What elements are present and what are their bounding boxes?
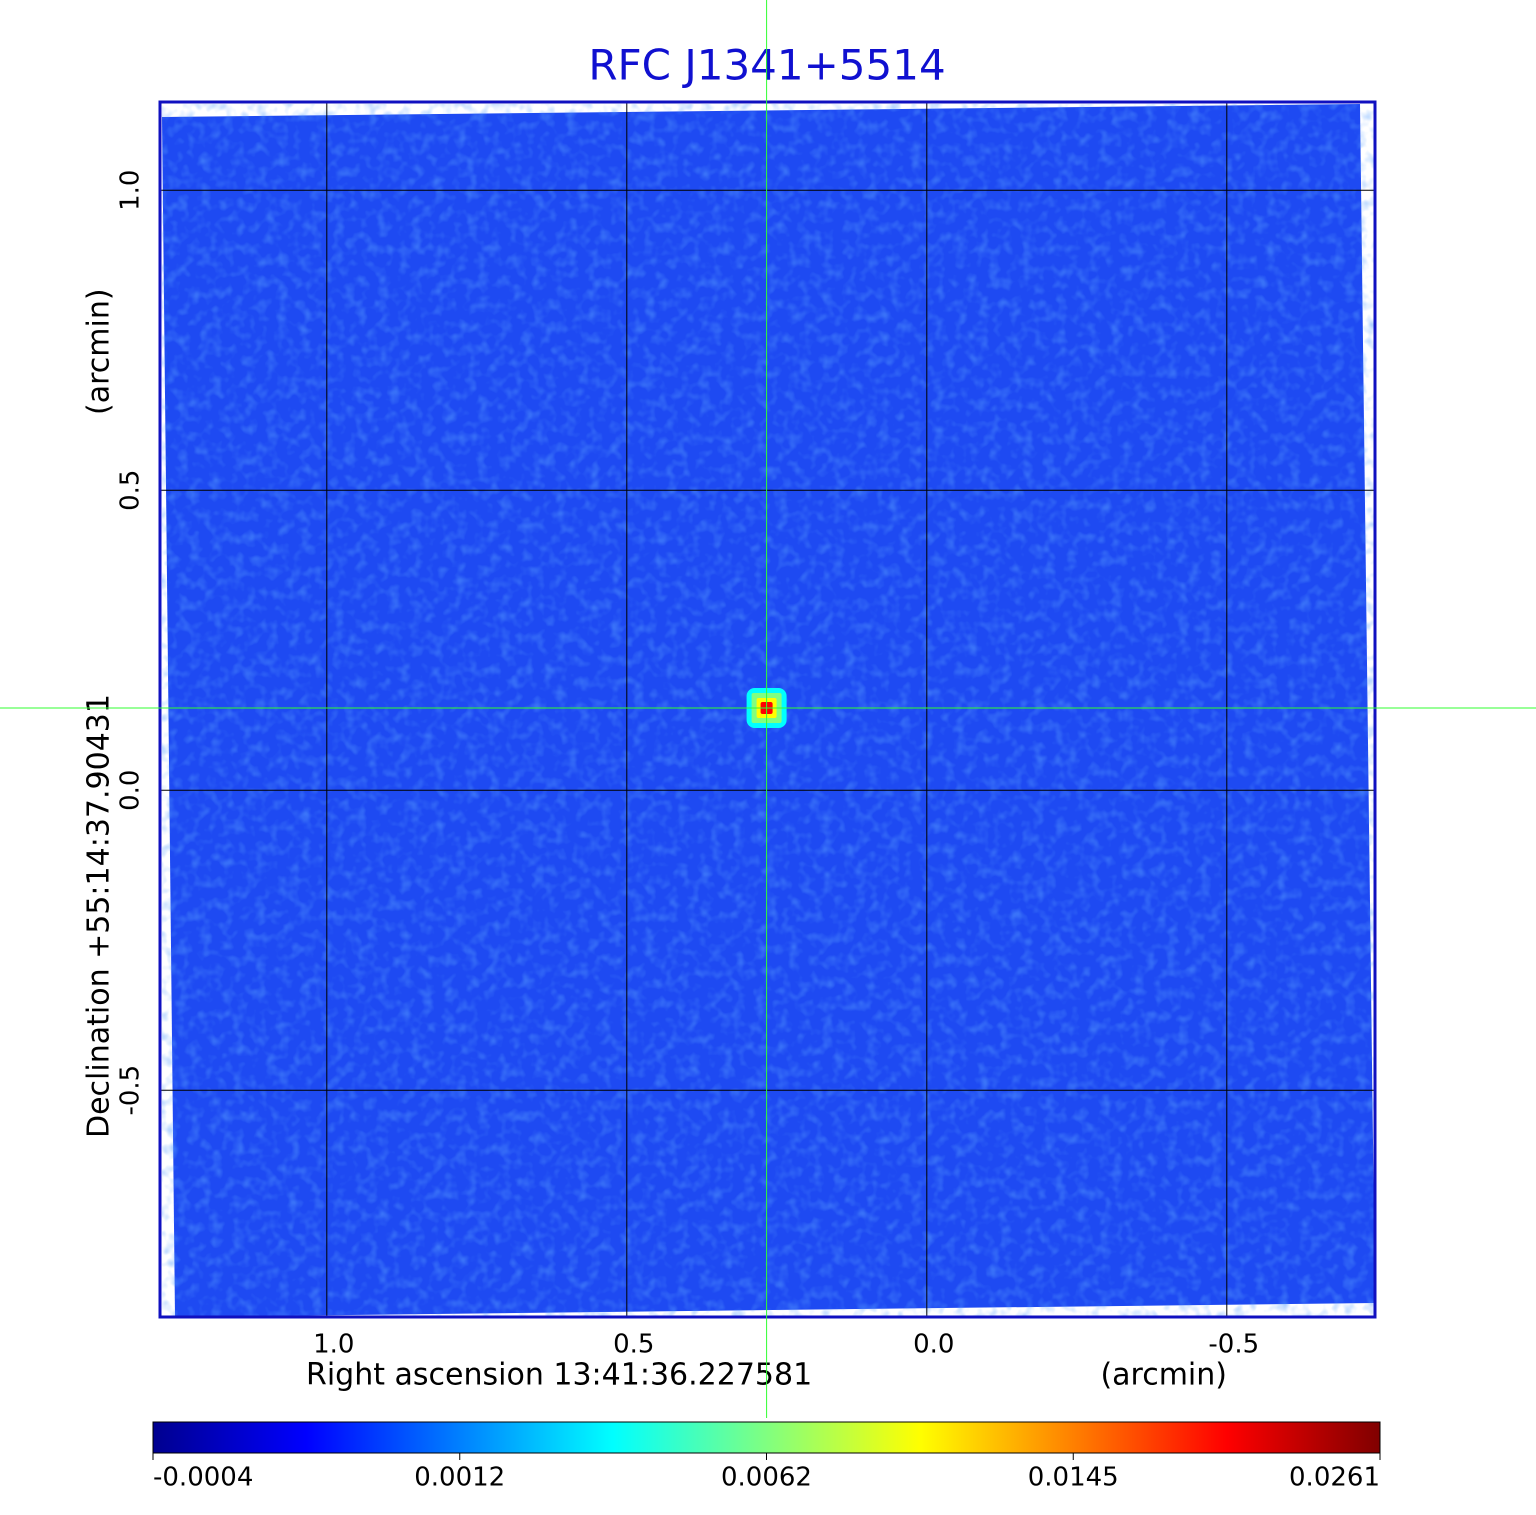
x-axis-label: Right ascension 13:41:36.227581 xyxy=(306,1358,812,1393)
y-axis-label: Declination +55:14:37.90431 xyxy=(82,694,117,1138)
y-tick-label: 0.0 xyxy=(116,770,146,811)
y-tick-label: -0.5 xyxy=(116,1065,146,1116)
frame xyxy=(158,100,1377,1319)
colorbar-tick-label: 0.0145 xyxy=(1028,1463,1119,1493)
colorbar-tick-label: 0.0062 xyxy=(721,1463,812,1493)
x-tick-label: 1.0 xyxy=(313,1330,354,1360)
y-tick-label: 1.0 xyxy=(116,170,146,211)
y-tick-label: 0.5 xyxy=(116,470,146,511)
x-axis-unit: (arcmin) xyxy=(1100,1358,1227,1393)
x-tick-label: 0.0 xyxy=(913,1330,954,1360)
y-axis-unit: (arcmin) xyxy=(82,288,117,415)
x-tick-label: -0.5 xyxy=(1208,1330,1259,1360)
x-tick-label: 0.5 xyxy=(613,1330,654,1360)
colorbar-tick-label: -0.0004 xyxy=(153,1463,253,1493)
colorbar xyxy=(152,1421,1381,1454)
colorbar-tick-label: 0.0261 xyxy=(1289,1463,1380,1493)
colorbar-tick-label: 0.0012 xyxy=(414,1463,505,1493)
